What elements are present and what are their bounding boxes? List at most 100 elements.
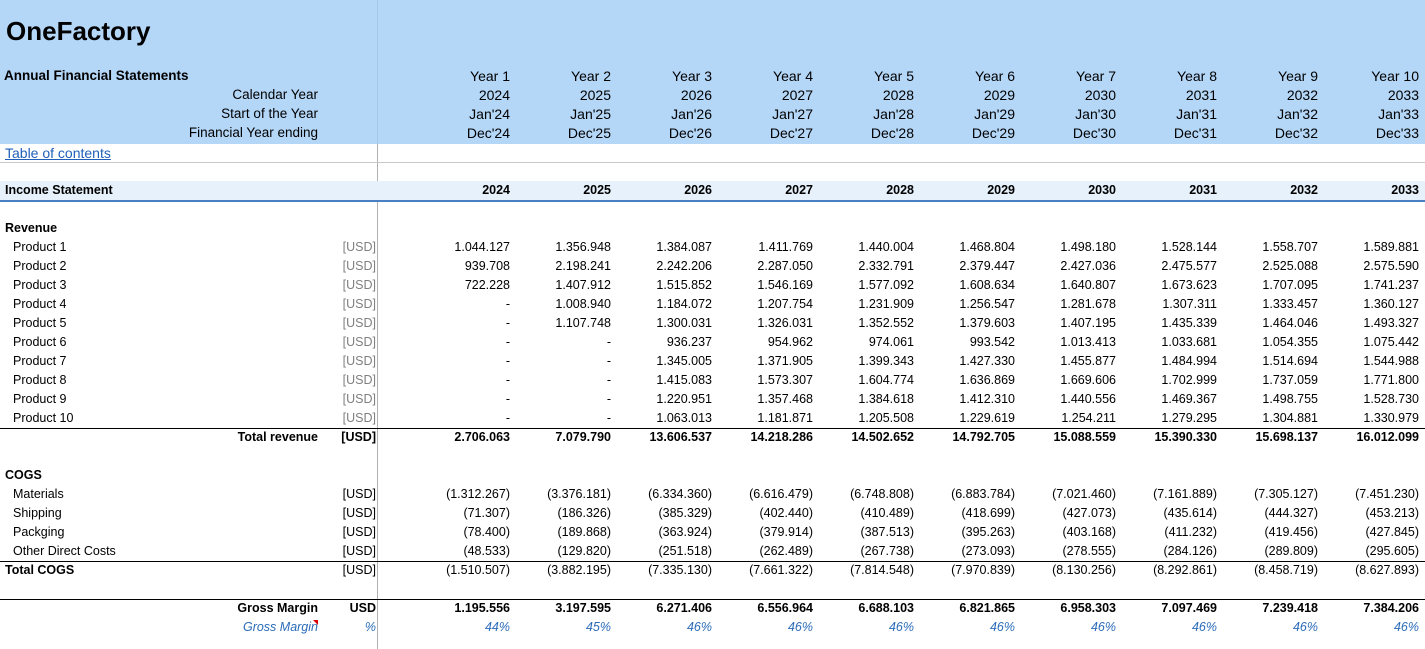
year-label: Year 3	[672, 68, 712, 84]
start-month: Jan'29	[974, 106, 1015, 122]
value-cell: -	[505, 335, 510, 349]
value-cell: (419.456)	[1264, 525, 1318, 539]
value-cell: (7.335.130)	[648, 563, 712, 577]
value-cell: 1.407.912	[555, 278, 611, 292]
value-cell: 46%	[787, 620, 813, 634]
value-cell: (3.882.195)	[547, 563, 611, 577]
value-cell: 1.384.618	[858, 392, 914, 406]
value-cell: (7.661.322)	[749, 563, 813, 577]
total-cogs-row-label: Total COGS	[5, 563, 75, 577]
unit-label: [USD]	[342, 297, 376, 311]
cogs-row: Other Direct Costs [USD] (48.533) (129.820)…	[0, 542, 1425, 561]
cogs-heading: COGS	[5, 468, 42, 482]
start-month: Jan'28	[873, 106, 914, 122]
value-cell: (418.699)	[961, 506, 1015, 520]
value-cell: (411.232)	[1164, 525, 1217, 539]
value-cell: 6.821.865	[959, 601, 1015, 615]
year-label: Year 7	[1076, 68, 1116, 84]
value-cell: 1.371.905	[757, 354, 813, 368]
value-cell: (435.614)	[1163, 506, 1217, 520]
unit-label: %	[364, 620, 376, 634]
revenue-row-label: Product 3	[13, 278, 67, 292]
value-cell: 1.546.169	[757, 278, 813, 292]
value-cell: (78.400)	[463, 525, 510, 539]
value-cell: 46%	[1191, 620, 1217, 634]
total-revenue-row: Total revenue [USD] 2.706.063 7.079.790 13.6…	[0, 428, 1425, 447]
value-cell: (189.868)	[557, 525, 611, 539]
value-cell: 1.498.755	[1262, 392, 1318, 406]
unit-label: [USD]	[342, 411, 376, 425]
value-cell: 1.673.623	[1161, 278, 1217, 292]
value-cell: 1.063.013	[656, 411, 712, 425]
value-cell: 7.097.469	[1161, 601, 1217, 615]
value-cell: 1.399.343	[858, 354, 914, 368]
value-cell: 1.515.852	[656, 278, 712, 292]
value-cell: 1.220.951	[656, 392, 712, 406]
value-cell: (8.458.719)	[1254, 563, 1318, 577]
value-cell: (48.533)	[463, 544, 510, 558]
value-cell: 1.300.031	[656, 316, 712, 330]
value-cell: 1.307.311	[1162, 297, 1217, 311]
total-cogs-topline	[0, 561, 1425, 562]
value-cell: 1.008.940	[555, 297, 611, 311]
value-cell: 2.332.791	[858, 259, 914, 273]
value-cell: 7.384.206	[1363, 601, 1419, 615]
value-cell: 7.239.418	[1262, 601, 1318, 615]
company-title: OneFactory	[6, 16, 151, 46]
year-label: Year 1	[470, 68, 510, 84]
value-cell: 6.556.964	[757, 601, 813, 615]
year-column-header: 2025	[583, 183, 611, 197]
year-label: Year 5	[874, 68, 914, 84]
value-cell: -	[606, 392, 611, 406]
cogs-row-label: Other Direct Costs	[13, 544, 116, 558]
end-month: Dec'29	[971, 125, 1015, 141]
revenue-row: Product 4 [USD] - 1.008.940 1.184.072 1.207.7…	[0, 295, 1425, 314]
value-cell: (379.914)	[759, 525, 813, 539]
total-cogs-row: Total COGS [USD] (1.510.507) (3.882.195) (7.…	[0, 561, 1425, 580]
value-cell: 1.330.979	[1363, 411, 1419, 425]
calendar-year: 2028	[882, 87, 914, 103]
start-month: Jan'27	[772, 106, 813, 122]
value-cell: 45%	[585, 620, 611, 634]
section-title: Annual Financial Statements	[4, 68, 189, 83]
cogs-heading-row: COGS	[0, 466, 1425, 485]
value-cell: (363.924)	[658, 525, 712, 539]
value-cell: 1.435.339	[1161, 316, 1217, 330]
value-cell: -	[505, 354, 510, 368]
income-statement-header-row: Income Statement 2024 2025 2026 2027 2028 202…	[0, 181, 1425, 200]
table-of-contents-link[interactable]: Table of contents	[5, 145, 111, 161]
revenue-row: Product 3 [USD] 722.228 1.407.912 1.515.852 1…	[0, 276, 1425, 295]
value-cell: (267.738)	[860, 544, 914, 558]
value-cell: 1.702.999	[1161, 373, 1217, 387]
value-cell: 1.229.619	[959, 411, 1015, 425]
value-cell: 14.218.286	[750, 430, 813, 444]
value-cell: 2.198.241	[555, 259, 611, 273]
value-cell: 46%	[686, 620, 712, 634]
gross-margin-pct-row: Gross Margin% 44% 45% 46% 46% 46% 46% 46% 46% 46%…	[0, 618, 1425, 637]
unit-label: [USD]	[342, 506, 376, 520]
value-cell: 939.708	[464, 259, 510, 273]
value-cell: (387.513)	[860, 525, 914, 539]
revenue-row-label: Product 7	[13, 354, 67, 368]
value-cell: 1.379.603	[959, 316, 1015, 330]
unit-label: [USD]	[342, 240, 376, 254]
value-cell: (1.510.507)	[446, 563, 510, 577]
year-label: Year 6	[975, 68, 1015, 84]
value-cell: (6.334.360)	[648, 487, 712, 501]
revenue-row-label: Product 9	[13, 392, 67, 406]
start-month: Jan'32	[1277, 106, 1318, 122]
revenue-row-label: Product 6	[13, 335, 67, 349]
value-cell: 1.054.355	[1262, 335, 1318, 349]
value-cell: 16.012.099	[1356, 430, 1419, 444]
value-cell: 46%	[1393, 620, 1419, 634]
value-cell: 1.604.774	[858, 373, 914, 387]
year-column-header: 2032	[1290, 183, 1318, 197]
value-cell: 1.281.678	[1060, 297, 1116, 311]
value-cell: 1.231.909	[858, 297, 914, 311]
column-divider	[377, 144, 378, 649]
total-revenue-row-label: Total revenue	[237, 430, 318, 444]
value-cell: 1.741.237	[1363, 278, 1419, 292]
value-cell: (71.307)	[463, 506, 510, 520]
value-cell: 1.412.310	[959, 392, 1015, 406]
revenue-row: Product 6 [USD] - - 936.237 954.962 974.061 993…	[0, 333, 1425, 352]
